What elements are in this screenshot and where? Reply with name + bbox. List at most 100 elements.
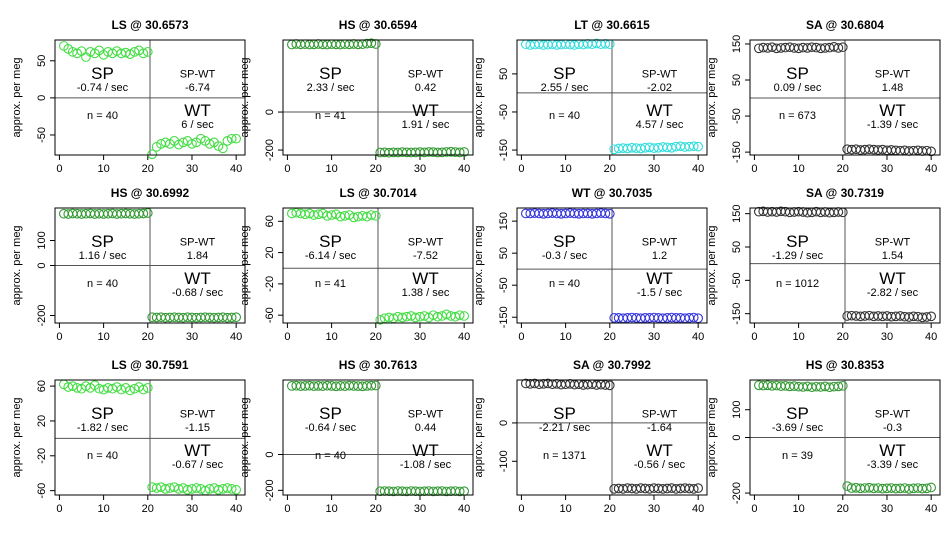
x-tick-label: 40 xyxy=(458,331,470,343)
y-tick-label: -100 xyxy=(498,450,510,472)
point xyxy=(921,312,932,322)
sp-label: SP xyxy=(786,404,809,423)
y-tick-label: 50 xyxy=(731,241,743,253)
y-tick-label: 0 xyxy=(36,95,48,101)
point xyxy=(231,133,242,144)
n-label: n = 41 xyxy=(315,110,346,122)
point xyxy=(142,382,153,393)
point xyxy=(688,484,699,494)
sp-label: SP xyxy=(319,64,342,83)
diff-value: 0.44 xyxy=(415,422,436,434)
y-axis-label: approx. per meg xyxy=(11,57,23,137)
point xyxy=(187,139,197,149)
x-tick-label: 0 xyxy=(284,163,290,175)
wt-rate: -1.5 / sec xyxy=(637,287,683,299)
wt-label: WT xyxy=(412,101,438,120)
point xyxy=(693,313,704,324)
diff-value: 0.42 xyxy=(415,82,436,94)
y-axis-label: approx. per meg xyxy=(706,225,718,305)
point xyxy=(72,382,82,393)
point xyxy=(441,309,452,320)
x-tick-label: 40 xyxy=(925,503,937,515)
y-tick-label: -200 xyxy=(731,482,743,504)
point xyxy=(688,141,699,152)
point xyxy=(67,381,78,391)
plot-frame xyxy=(282,39,474,156)
diff-value: -7.52 xyxy=(413,250,438,262)
sp-rate: 2.33 / sec xyxy=(307,82,355,94)
x-tick-label: 30 xyxy=(186,331,198,343)
diff-label: SP-WT xyxy=(408,68,444,80)
diff-label: SP-WT xyxy=(642,408,678,420)
wt-label: WT xyxy=(646,441,672,460)
wt-label: WT xyxy=(646,269,672,288)
y-axis-label: approx. per meg xyxy=(706,57,718,137)
x-tick-label: 30 xyxy=(881,503,893,515)
point xyxy=(459,486,470,497)
wt-rate: -3.39 / sec xyxy=(867,459,919,471)
point xyxy=(213,484,224,495)
x-tick-label: 30 xyxy=(414,503,426,515)
point xyxy=(72,48,82,59)
y-tick-label: 50 xyxy=(498,68,510,80)
wt-rate: -1.08 / sec xyxy=(400,459,452,471)
y-tick-label: 100 xyxy=(731,401,743,419)
diff-label: SP-WT xyxy=(642,236,678,248)
diff-value: 1.84 xyxy=(187,250,208,262)
x-tick-label: 0 xyxy=(56,331,62,343)
x-tick-label: 40 xyxy=(230,331,242,343)
diff-label: SP-WT xyxy=(180,408,216,420)
panel-title: LS @ 30.7591 xyxy=(111,358,188,372)
x-tick-label: 20 xyxy=(604,163,616,175)
point xyxy=(142,47,153,57)
x-tick-label: 0 xyxy=(518,163,524,175)
point xyxy=(142,208,153,218)
y-tick-label: -50 xyxy=(731,108,743,124)
x-tick-label: 40 xyxy=(692,163,704,175)
y-axis-label: approx. per meg xyxy=(706,397,718,477)
sp-label: SP xyxy=(786,64,809,83)
diff-label: SP-WT xyxy=(408,236,444,248)
sp-rate: 2.55 / sec xyxy=(541,82,589,94)
y-tick-label: -20 xyxy=(264,276,276,292)
sp-label: SP xyxy=(319,404,342,423)
x-tick-label: 0 xyxy=(284,503,290,515)
point xyxy=(125,385,135,396)
diff-label: SP-WT xyxy=(408,408,444,420)
point xyxy=(454,147,465,158)
point xyxy=(375,315,386,325)
n-label: n = 40 xyxy=(549,110,580,122)
x-tick-label: 0 xyxy=(751,331,757,343)
x-tick-label: 30 xyxy=(414,331,426,343)
y-axis-label: approx. per meg xyxy=(473,397,485,477)
n-label: n = 1012 xyxy=(776,278,819,290)
point xyxy=(218,143,228,154)
x-tick-label: 20 xyxy=(142,331,154,343)
y-axis-label: approx. per meg xyxy=(239,57,251,137)
point xyxy=(138,208,149,219)
x-tick-label: 10 xyxy=(559,331,571,343)
diff-label: SP-WT xyxy=(875,408,911,420)
x-tick-label: 10 xyxy=(559,163,571,175)
plot-frame xyxy=(54,207,246,324)
x-tick-label: 10 xyxy=(325,503,337,515)
point xyxy=(600,380,611,390)
point xyxy=(125,49,135,59)
wt-label: WT xyxy=(879,101,905,120)
panel-title: LS @ 30.7014 xyxy=(339,186,416,200)
diff-value: 1.54 xyxy=(882,250,903,262)
panel-title: SA @ 30.7992 xyxy=(573,358,651,372)
plot-frame xyxy=(282,207,474,324)
y-tick-label: -50 xyxy=(498,277,510,293)
point xyxy=(432,311,443,322)
sp-rate: 1.16 / sec xyxy=(79,250,127,262)
y-tick-label: 50 xyxy=(36,55,48,67)
wt-label: WT xyxy=(184,441,210,460)
y-axis-label: approx. per meg xyxy=(11,225,23,305)
wt-rate: 4.57 / sec xyxy=(636,119,684,131)
wt-rate: -2.82 / sec xyxy=(867,287,919,299)
panel-title: HS @ 30.8353 xyxy=(806,358,885,372)
diff-value: 1.48 xyxy=(882,82,903,94)
point xyxy=(454,486,465,497)
point xyxy=(688,312,699,323)
